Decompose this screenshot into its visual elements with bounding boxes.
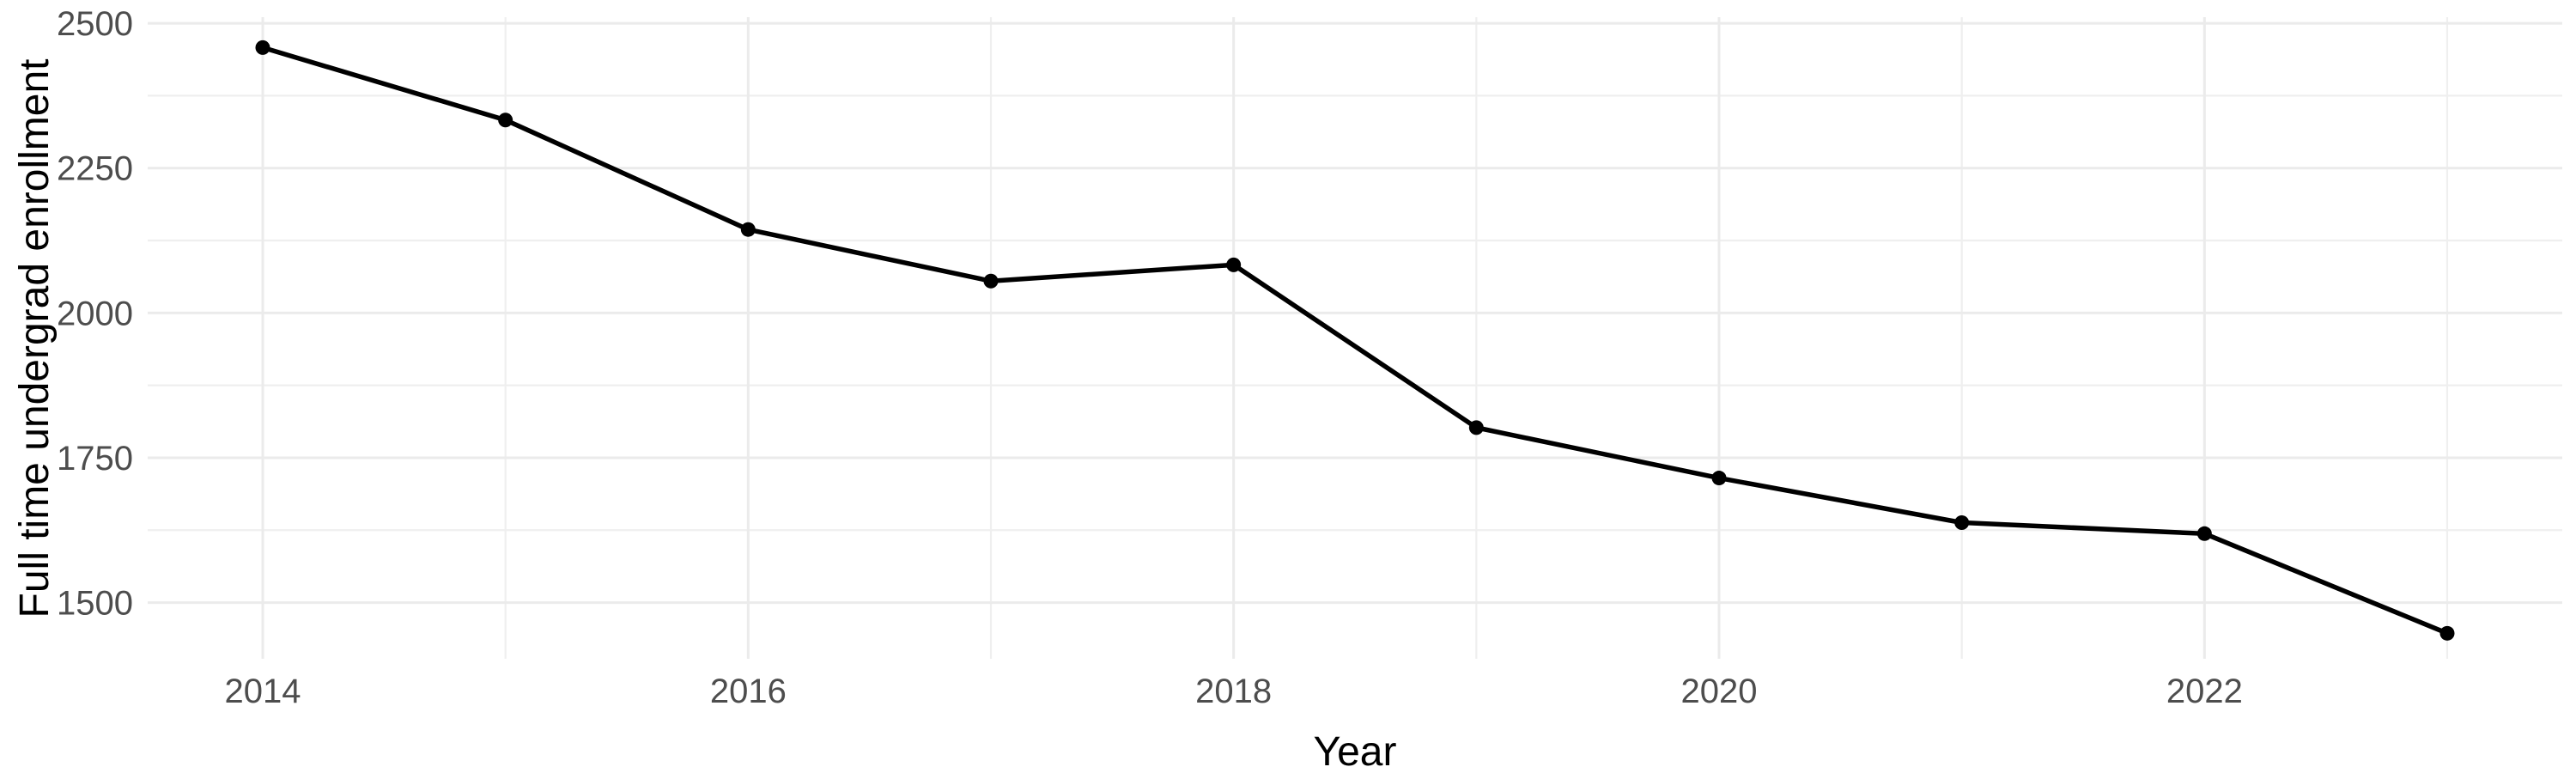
data-point bbox=[1226, 257, 1242, 272]
x-axis-tick-labels: 2014 2016 2018 2020 2022 bbox=[224, 673, 2242, 710]
y-tick-label: 1750 bbox=[57, 440, 133, 478]
major-gridlines bbox=[148, 17, 2562, 659]
x-tick-label: 2020 bbox=[1681, 673, 1758, 710]
y-tick-label: 2250 bbox=[57, 150, 133, 188]
data-point bbox=[498, 113, 513, 128]
data-point bbox=[2196, 526, 2212, 541]
data-point bbox=[1711, 471, 1727, 486]
data-point bbox=[1468, 420, 1484, 435]
x-tick-label: 2014 bbox=[224, 673, 301, 710]
data-series bbox=[255, 40, 2455, 641]
x-tick-label: 2018 bbox=[1195, 673, 1272, 710]
series-line bbox=[260, 45, 2450, 636]
data-point bbox=[255, 40, 270, 55]
data-point bbox=[2439, 625, 2455, 641]
data-point bbox=[740, 222, 756, 237]
y-tick-label: 2000 bbox=[57, 295, 133, 332]
data-point bbox=[983, 273, 999, 289]
y-axis-tick-labels: 2500 2250 2000 1750 1500 bbox=[57, 5, 133, 622]
x-axis-title: Year bbox=[1314, 729, 1397, 773]
x-tick-label: 2016 bbox=[710, 673, 787, 710]
y-tick-label: 1500 bbox=[57, 585, 133, 623]
x-tick-label: 2022 bbox=[2166, 673, 2243, 710]
y-axis-title: Full time undergrad enrollment bbox=[12, 59, 58, 618]
y-tick-label: 2500 bbox=[57, 5, 133, 43]
data-point bbox=[1954, 514, 1970, 530]
